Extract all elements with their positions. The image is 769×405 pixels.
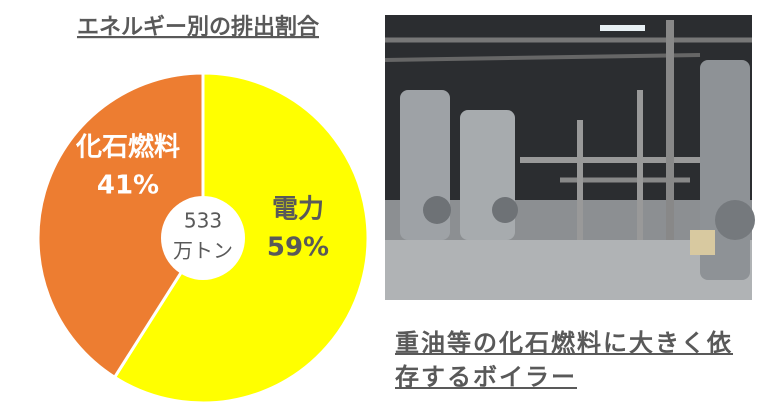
slice-label: 化石燃料 (75, 133, 180, 163)
center-text: 533 (184, 209, 222, 233)
value-label: 59% (267, 233, 329, 263)
photo-caption: 重油等の化石燃料に大きく依存するボイラー (395, 326, 750, 394)
page: エネルギー別の排出割合 電力 59% 化石燃料 41% 533 万トン 重油等の化石燃料に… (0, 0, 769, 405)
value-label: 41% (97, 171, 159, 201)
photo (385, 15, 755, 300)
chart-title: エネルギー別の排出割合 (77, 15, 320, 40)
slice-label: 電力 (272, 195, 324, 225)
center-text: 万トン (173, 239, 233, 263)
